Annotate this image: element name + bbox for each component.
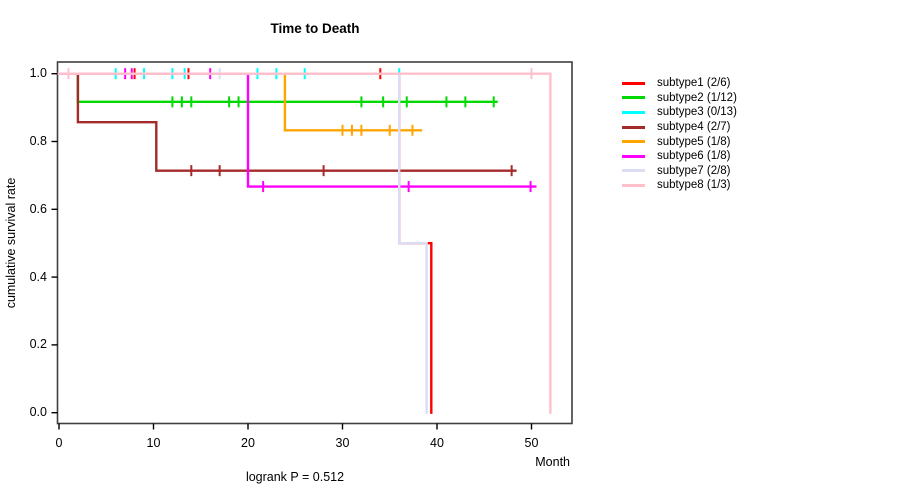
x-tick-label: 0 <box>55 436 63 450</box>
legend-item: subtype1 (2/6) <box>622 76 737 91</box>
legend-label: subtype7 (2/8) <box>657 164 731 177</box>
legend-swatch <box>622 140 645 144</box>
legend-item: subtype7 (2/8) <box>622 164 737 179</box>
plot-frame <box>56 61 573 425</box>
y-tick-label: 1.0 <box>29 66 47 81</box>
legend-label: subtype8 (1/3) <box>657 179 731 192</box>
legend-swatch <box>622 154 645 158</box>
chart-title: Time to Death <box>270 21 360 36</box>
y-tick-label: 0.8 <box>29 134 47 148</box>
legend-label: subtype5 (1/8) <box>657 135 731 148</box>
logrank-annotation: logrank P = 0.512 <box>245 470 345 484</box>
legend-swatch <box>622 169 645 173</box>
legend-item: subtype8 (1/3) <box>622 178 737 193</box>
x-tick-label: 50 <box>524 436 539 450</box>
y-tick-label: 0.6 <box>29 201 47 216</box>
y-tick-label: 0.2 <box>29 337 47 352</box>
x-tick-label: 30 <box>335 436 350 450</box>
x-tick-label: 20 <box>241 436 255 450</box>
legend-swatch <box>622 110 645 114</box>
legend-label: subtype4 (2/7) <box>657 121 731 134</box>
legend-label: subtype2 (1/12) <box>657 91 737 104</box>
legend-swatch <box>622 81 645 85</box>
legend: subtype1 (2/6) subtype2 (1/12) subtype3 (0… <box>622 76 737 193</box>
y-tick-label: 0.4 <box>29 269 47 284</box>
legend-item: subtype5 (1/8) <box>622 134 737 149</box>
survival-curve <box>57 72 552 414</box>
legend-label: subtype1 (2/6) <box>657 77 731 90</box>
legend-swatch <box>622 125 645 129</box>
survival-curve <box>57 72 517 172</box>
y-tick-label: 0.0 <box>29 405 47 420</box>
x-axis-label: Month <box>535 455 570 469</box>
legend-item: subtype3 (0/13) <box>622 105 737 120</box>
legend-swatch <box>622 96 645 100</box>
survival-curve <box>57 72 428 414</box>
legend-item: subtype4 (2/7) <box>622 120 737 135</box>
legend-item: subtype2 (1/12) <box>622 91 737 106</box>
survival-curve <box>57 72 433 414</box>
legend-label: subtype6 (1/8) <box>657 150 731 163</box>
legend-item: subtype6 (1/8) <box>622 149 737 164</box>
x-tick-label: 10 <box>146 436 161 450</box>
legend-label: subtype3 (0/13) <box>657 106 737 119</box>
legend-swatch <box>622 183 645 187</box>
x-tick-label: 40 <box>430 436 444 450</box>
